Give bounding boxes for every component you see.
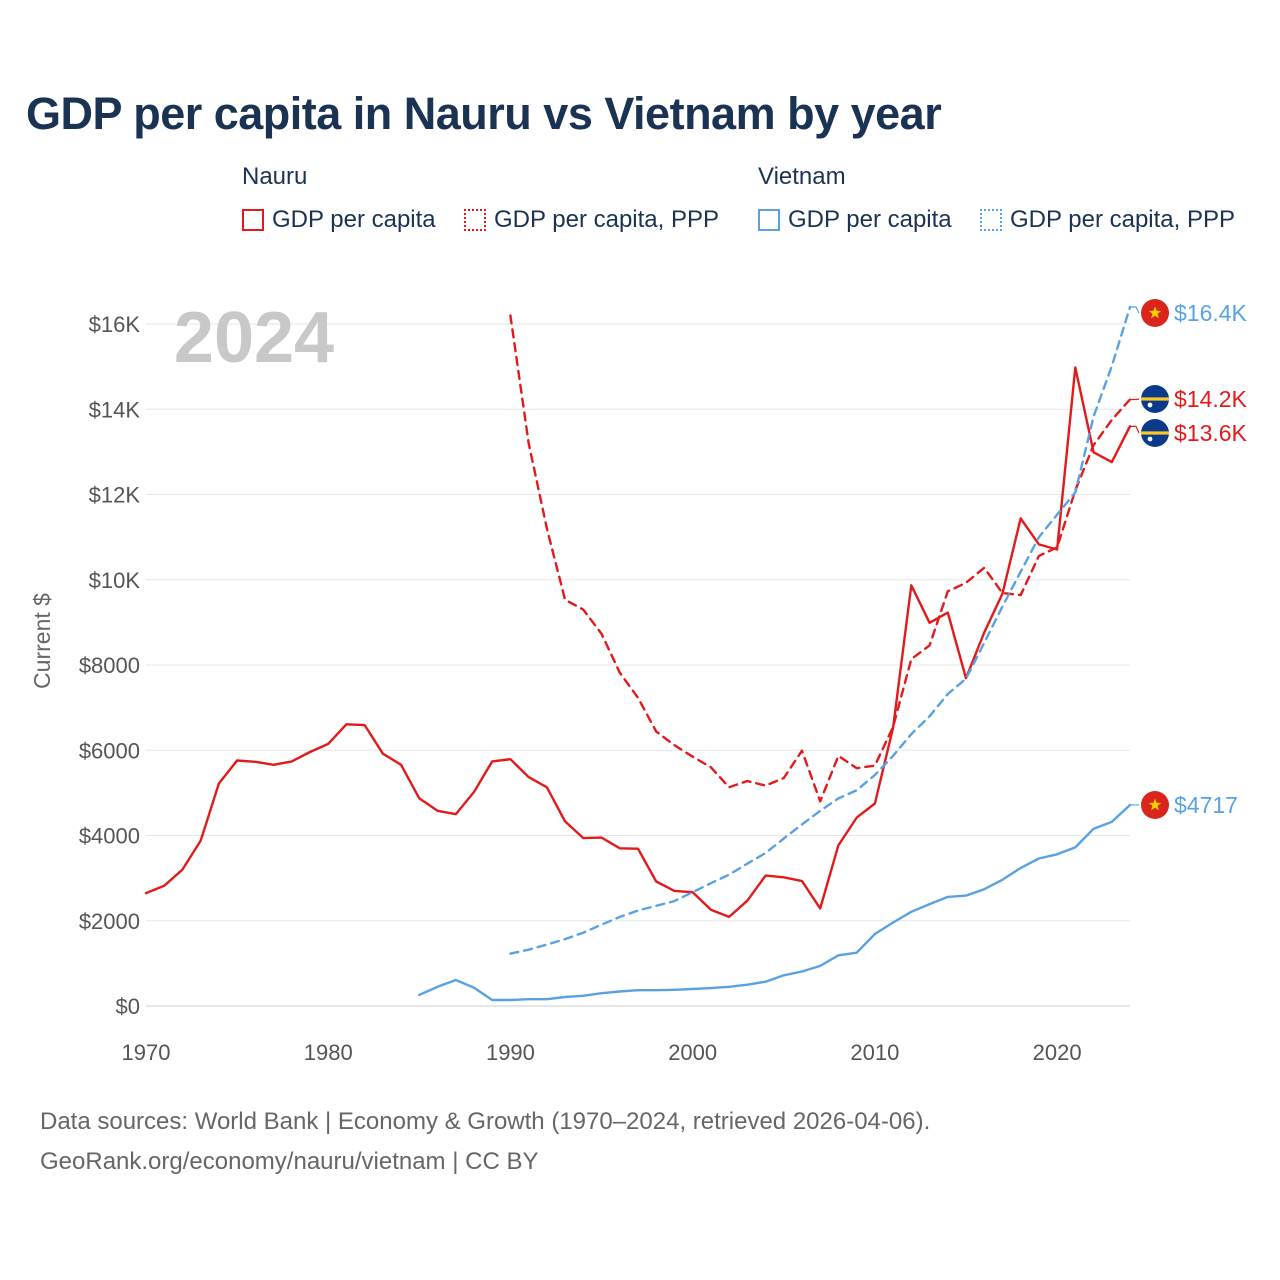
y-tick-label: $6000 bbox=[79, 738, 140, 763]
x-tick-label: 2000 bbox=[668, 1040, 717, 1065]
x-tick-label: 1970 bbox=[122, 1040, 171, 1065]
source-line-1: Data sources: World Bank | Economy & Gro… bbox=[40, 1108, 931, 1135]
y-tick-label: $2000 bbox=[79, 909, 140, 934]
y-tick-label: $8000 bbox=[79, 653, 140, 678]
chart-title: GDP per capita in Nauru vs Vietnam by ye… bbox=[26, 88, 942, 139]
series-line-nauru-gdp-per-capita[interactable] bbox=[144, 366, 1132, 919]
series-line-vietnam-gdp-per-capita[interactable] bbox=[418, 803, 1132, 1002]
vietnam-flag-icon bbox=[1141, 791, 1169, 819]
x-tick-label: 1990 bbox=[486, 1040, 535, 1065]
series-line-nauru-gdp-per-capita-ppp[interactable] bbox=[509, 314, 1132, 803]
x-tick-label: 2020 bbox=[1033, 1040, 1082, 1065]
x-axis-ticks: 1970 1980 1990 2000 2010 2020 bbox=[122, 1040, 1082, 1065]
end-value-label: $4717 bbox=[1174, 792, 1238, 818]
end-value-label: $13.6K bbox=[1174, 420, 1248, 446]
vietnam-flag-icon bbox=[1141, 299, 1169, 327]
x-tick-label: 1980 bbox=[304, 1040, 353, 1065]
legend-group-vietnam: Vietnam bbox=[758, 163, 846, 190]
legend-swatch-nauru-gdp-ppp bbox=[464, 209, 486, 231]
legend-swatch-nauru-gdp bbox=[242, 209, 264, 231]
legend-label-vietnam-gdp: GDP per capita bbox=[788, 206, 952, 233]
series-line-vietnam-gdp-per-capita-ppp[interactable] bbox=[509, 305, 1132, 955]
legend-item-vietnam-gdp[interactable]: GDP per capita bbox=[758, 205, 952, 235]
end-label-connector bbox=[1130, 306, 1140, 314]
legend-item-nauru-gdp[interactable]: GDP per capita bbox=[242, 205, 436, 235]
year-overlay: 2024 bbox=[174, 298, 334, 378]
y-tick-label: $10K bbox=[89, 568, 141, 593]
y-tick-label: $16K bbox=[89, 312, 141, 337]
nauru-flag-icon bbox=[1141, 419, 1169, 447]
end-value-label: $16.4K bbox=[1174, 300, 1248, 326]
legend-label-nauru-gdp: GDP per capita bbox=[272, 206, 436, 233]
y-axis-ticks: $0 $2000 $4000 $6000 $8000 $10K $12K $14K $16K bbox=[79, 312, 141, 1019]
y-tick-label: $0 bbox=[116, 994, 140, 1019]
legend-group-nauru: Nauru bbox=[242, 163, 308, 190]
end-value-label: $14.2K bbox=[1174, 386, 1248, 412]
grid-lines bbox=[146, 323, 1130, 1007]
legend-item-vietnam-gdp-ppp[interactable]: GDP per capita, PPP bbox=[980, 205, 1235, 235]
legend-label-nauru-gdp-ppp: GDP per capita, PPP bbox=[494, 206, 719, 233]
y-axis-label: Current $ bbox=[29, 593, 55, 689]
nauru-flag-icon bbox=[1141, 385, 1169, 413]
y-tick-label: $14K bbox=[89, 397, 141, 422]
series-lines bbox=[144, 305, 1132, 1002]
y-tick-label: $12K bbox=[89, 483, 141, 508]
end-label-connector bbox=[1130, 425, 1140, 434]
end-labels: $16.4K $14.2K $13.6K $4717 bbox=[1130, 299, 1248, 819]
legend-label-vietnam-gdp-ppp: GDP per capita, PPP bbox=[1010, 206, 1235, 233]
x-tick-label: 2010 bbox=[850, 1040, 899, 1065]
y-tick-label: $4000 bbox=[79, 824, 140, 849]
legend-swatch-vietnam-gdp bbox=[758, 209, 780, 231]
legend-item-nauru-gdp-ppp[interactable]: GDP per capita, PPP bbox=[464, 205, 719, 235]
source-line-2[interactable]: GeoRank.org/economy/nauru/vietnam | CC B… bbox=[40, 1148, 539, 1175]
legend-swatch-vietnam-gdp-ppp bbox=[980, 209, 1002, 231]
